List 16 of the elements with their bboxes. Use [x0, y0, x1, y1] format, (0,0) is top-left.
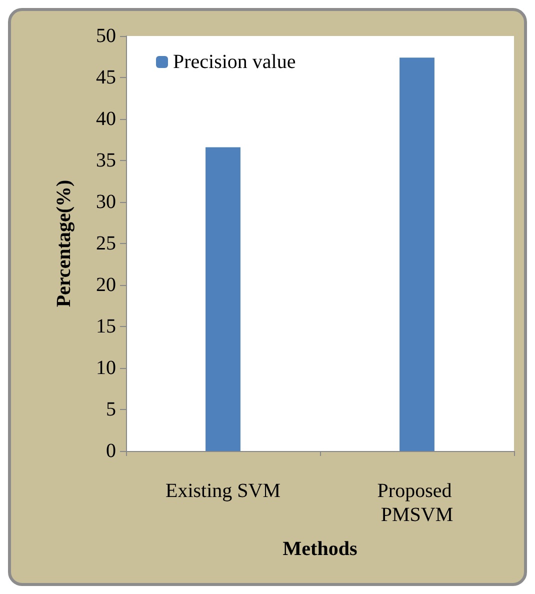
legend-label: Precision value [173, 51, 296, 73]
y-tick-label: 5 [106, 398, 116, 420]
y-tick-label: 10 [96, 357, 116, 379]
y-tick-label: 50 [96, 25, 116, 47]
y-axis-title: Percentage(%) [53, 180, 75, 308]
x-tick-label: Existing SVM [165, 480, 281, 502]
x-tick-label: Proposed PMSVM [377, 480, 457, 526]
y-tick-label: 0 [106, 440, 116, 462]
y-tick-label: 15 [96, 316, 116, 338]
y-tick-label: 30 [96, 191, 116, 213]
y-tick-label: 20 [96, 274, 116, 296]
y-tick-label: 40 [96, 108, 116, 130]
y-tick-label: 35 [96, 150, 116, 172]
x-axis-title: Methods [282, 538, 358, 560]
y-tick-label: 45 [96, 66, 116, 88]
y-tick-label: 25 [96, 232, 116, 254]
